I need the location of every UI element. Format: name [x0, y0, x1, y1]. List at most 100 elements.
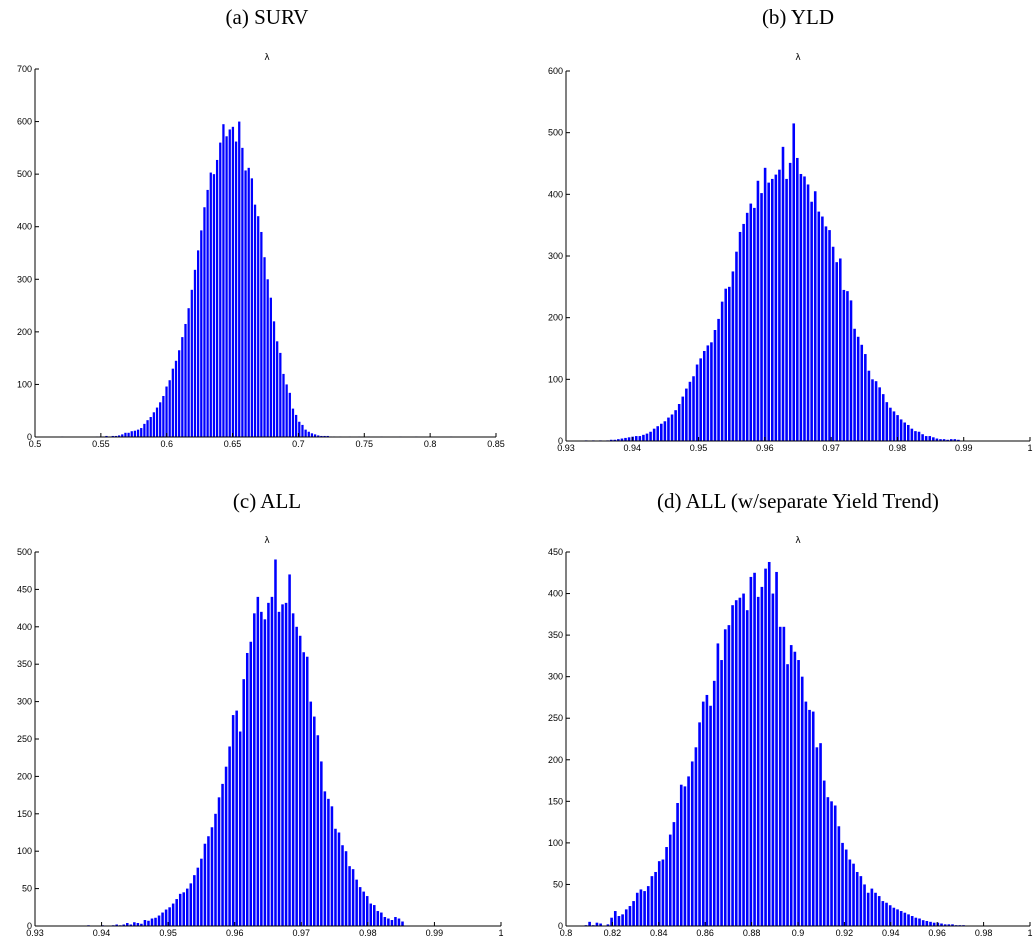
histogram-bar: [624, 909, 628, 926]
panel-d-lambda-label: λ: [795, 536, 801, 546]
histogram-bar: [767, 561, 771, 926]
y-tick-label: 600: [17, 117, 32, 127]
histogram-bar: [742, 223, 745, 441]
histogram-bar: [105, 435, 108, 437]
histogram-bar: [175, 899, 178, 926]
histogram-bar: [871, 379, 874, 441]
y-tick-label: 250: [17, 734, 32, 744]
histogram-bar: [745, 610, 749, 926]
histogram-bar: [713, 330, 717, 441]
panel-b-lambda-label: λ: [795, 53, 801, 63]
histogram-bar: [674, 410, 677, 441]
histogram-bar: [855, 871, 859, 926]
histogram-bar: [221, 783, 224, 926]
y-tick-label: 450: [548, 547, 563, 557]
x-tick-label: 0.55: [92, 439, 110, 449]
histogram-bar: [835, 262, 838, 441]
histogram-bar: [877, 896, 881, 926]
y-tick-label: 100: [17, 846, 32, 856]
histogram-bar: [344, 851, 348, 926]
histogram-bar: [291, 613, 295, 926]
histogram-bar: [168, 380, 171, 437]
histogram-bar: [906, 424, 910, 441]
histogram-bar: [663, 421, 667, 441]
histogram-bar: [225, 136, 228, 438]
histogram-bar: [939, 439, 942, 441]
y-tick-label: 600: [548, 66, 563, 76]
histogram-bar: [147, 920, 150, 926]
histogram-bar: [778, 169, 781, 442]
histogram-bar: [316, 735, 320, 926]
histogram-bar: [238, 121, 241, 437]
histogram-bar: [337, 832, 341, 926]
histogram-bar: [276, 341, 279, 437]
histogram-bar: [277, 611, 281, 926]
histogram-bar: [896, 415, 899, 441]
histogram-bar: [294, 414, 298, 437]
histogram-bar: [635, 892, 639, 926]
histogram-bar: [122, 924, 126, 926]
histogram-bar: [217, 797, 221, 926]
panel-c-title: (c) ALL: [233, 489, 301, 513]
histogram-bar: [940, 923, 943, 926]
histogram-bar: [878, 387, 881, 441]
histogram-bar: [731, 271, 735, 441]
histogram-bar: [803, 176, 806, 441]
histogram-bar: [263, 257, 266, 437]
histogram-bar: [115, 924, 118, 926]
histogram-bar: [874, 381, 878, 441]
y-tick-label: 300: [548, 251, 563, 261]
histogram-bar: [638, 436, 642, 441]
histogram-bar: [903, 422, 906, 441]
histogram-bar: [932, 437, 935, 441]
y-tick-label: 100: [548, 838, 563, 848]
histogram-bar: [288, 574, 291, 926]
histogram-bar: [796, 157, 799, 441]
histogram-bar: [797, 660, 800, 926]
histogram-bar: [242, 679, 245, 926]
histogram-bar: [811, 711, 815, 926]
x-tick-label: 0.8: [560, 928, 573, 938]
x-tick-label: 0.99: [426, 928, 444, 938]
histogram-bar: [863, 884, 866, 926]
histogram-bar: [690, 761, 694, 926]
x-tick-label: 0.86: [696, 928, 714, 938]
histogram-bar: [250, 178, 254, 437]
histogram-bar: [369, 903, 373, 926]
histogram-bar: [282, 373, 285, 437]
histogram-bar: [162, 395, 165, 437]
histogram-bar: [853, 328, 856, 441]
y-tick-label: 500: [17, 169, 32, 179]
x-tick-label: 0.99: [955, 443, 973, 453]
histogram-bar: [190, 289, 193, 437]
x-tick-label: 0.65: [224, 439, 242, 449]
histogram-bar: [804, 701, 808, 926]
histogram-bar: [133, 430, 137, 437]
histogram-bar: [932, 922, 936, 926]
histogram-bar: [215, 159, 219, 437]
histogram-bar: [728, 286, 731, 441]
histogram-bar: [683, 786, 687, 926]
histogram-bar: [885, 402, 889, 441]
histogram-bar: [720, 660, 723, 926]
histogram-bar: [269, 297, 272, 437]
histogram-bar: [613, 911, 617, 926]
histogram-bar: [917, 431, 921, 441]
histogram-bar: [738, 231, 742, 441]
histogram-bar: [140, 428, 143, 437]
histogram-bar: [910, 916, 914, 926]
histogram-bar: [235, 710, 238, 926]
histogram-bar: [267, 602, 270, 926]
histogram-bar: [692, 376, 695, 441]
histogram-bar: [154, 917, 157, 926]
histogram-bar: [775, 571, 778, 926]
x-tick-label: 0.82: [604, 928, 622, 938]
y-tick-label: 0: [558, 921, 563, 931]
histogram-bar: [943, 924, 947, 926]
histogram-bar: [928, 436, 932, 441]
histogram-bar: [668, 834, 672, 926]
y-tick-label: 300: [17, 274, 32, 284]
histogram-bar: [734, 600, 738, 926]
histogram-bar: [899, 911, 903, 926]
histogram-bar: [649, 431, 652, 441]
